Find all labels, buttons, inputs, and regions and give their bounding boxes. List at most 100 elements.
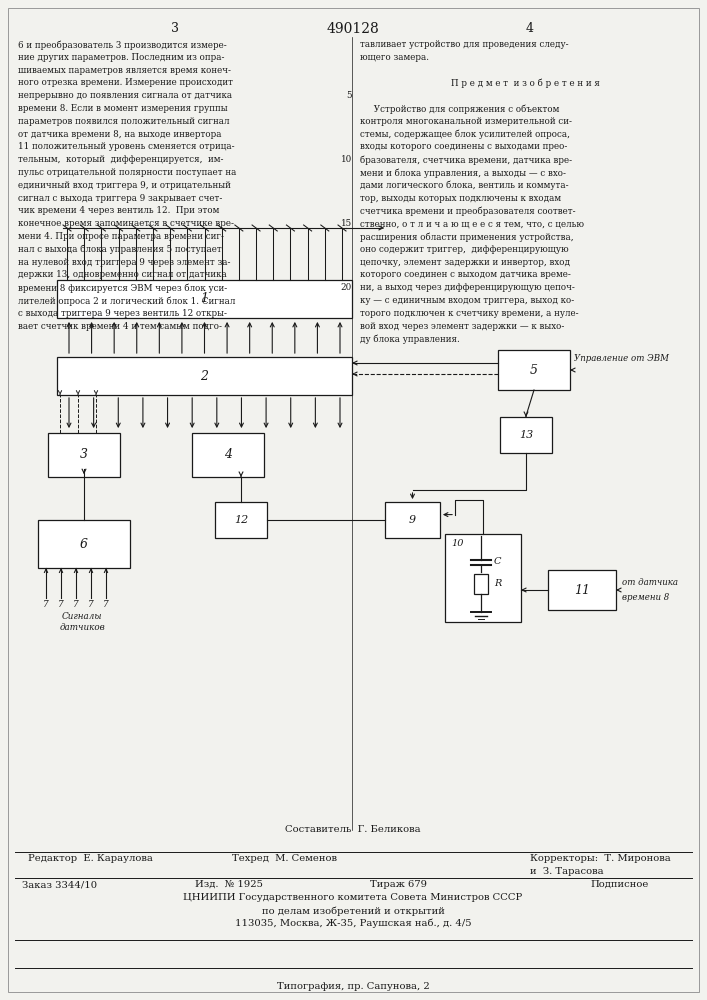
Text: пульс отрицательной полярности поступает на: пульс отрицательной полярности поступает… [18,168,236,177]
Text: 15: 15 [341,219,352,228]
Bar [498,350,570,390]
Text: 9: 9 [409,515,416,525]
Text: 5: 5 [346,91,352,100]
Text: 6 и преобразователь 3 производится измере-: 6 и преобразователь 3 производится измер… [18,40,227,49]
Text: которого соединен с выходом датчика време-: которого соединен с выходом датчика врем… [360,270,571,279]
Text: 11: 11 [574,584,590,596]
Text: 13: 13 [519,430,533,440]
Text: вой вход через элемент задержки — к выхо-: вой вход через элемент задержки — к выхо… [360,322,564,331]
Text: датчиков: датчиков [59,623,105,632]
Text: 10: 10 [341,155,352,164]
Text: П р е д м е т  и з о б р е т е н и я: П р е д м е т и з о б р е т е н и я [450,78,600,88]
Text: 3: 3 [171,22,179,35]
Text: с выхода триггера 9 через вентиль 12 откры-: с выхода триггера 9 через вентиль 12 отк… [18,309,227,318]
Text: и  З. Тарасова: и З. Тарасова [530,867,604,876]
Text: торого подключен к счетчику времени, а нуле-: торого подключен к счетчику времени, а н… [360,309,578,318]
Text: Подписное: Подписное [590,880,648,889]
Text: тельным,  который  дифференцируется,  им-: тельным, который дифференцируется, им- [18,155,223,164]
Bar [385,502,440,538]
Text: конечное время запоминается в счетчике вре-: конечное время запоминается в счетчике в… [18,219,234,228]
Text: счетчика времени и преобразователя соответ-: счетчика времени и преобразователя соотв… [360,206,575,216]
Text: Сигналы: Сигналы [62,612,103,621]
Text: 4: 4 [224,448,232,462]
Text: 10: 10 [451,539,464,548]
Text: 7: 7 [73,600,79,609]
Text: времени 8: времени 8 [622,593,670,602]
Text: на нулевой вход триггера 9 через элемент за-: на нулевой вход триггера 9 через элемент… [18,258,230,267]
Text: ду блока управления.: ду блока управления. [360,334,460,344]
Text: шиваемых параметров является время конеч-: шиваемых параметров является время конеч… [18,66,231,75]
Text: стемы, содержащее блок усилителей опроса,: стемы, содержащее блок усилителей опроса… [360,130,570,139]
Text: нал с выхода блока управления 5 поступает: нал с выхода блока управления 5 поступае… [18,245,222,254]
Text: ющего замера.: ющего замера. [360,53,429,62]
Text: Тираж 679: Тираж 679 [370,880,427,889]
Text: 1: 1 [201,292,209,306]
Bar [474,574,488,594]
Text: параметров появился положительный сигнал: параметров появился положительный сигнал [18,117,230,126]
Text: единичный вход триггера 9, и отрицательный: единичный вход триггера 9, и отрицательн… [18,181,231,190]
Text: бразователя, счетчика времени, датчика вре-: бразователя, счетчика времени, датчика в… [360,155,572,165]
Text: Заказ 3344/10: Заказ 3344/10 [22,880,97,889]
Text: ние других параметров. Последним из опра-: ние других параметров. Последним из опра… [18,53,225,62]
Bar [38,520,130,568]
Bar [548,570,616,610]
Bar [48,433,120,477]
Text: времени 8 фиксируется ЭВМ через блок уси-: времени 8 фиксируется ЭВМ через блок уси… [18,283,227,293]
Text: ни, а выход через дифференцирующую цепоч-: ни, а выход через дифференцирующую цепоч… [360,283,575,292]
Text: Устройство для сопряжения с объектом: Устройство для сопряжения с объектом [360,104,559,113]
Bar [215,502,267,538]
Text: 7: 7 [103,600,109,609]
Bar [500,417,552,453]
Text: сигнал с выхода триггера 9 закрывает счет-: сигнал с выхода триггера 9 закрывает сче… [18,194,223,203]
Text: Изд.  № 1925: Изд. № 1925 [195,880,263,889]
Text: входы которого соединены с выходами прео-: входы которого соединены с выходами прео… [360,142,568,151]
Text: 490128: 490128 [327,22,380,36]
Text: лителей опроса 2 и логический блок 1. Сигнал: лителей опроса 2 и логический блок 1. Си… [18,296,235,306]
Text: расширения области применения устройства,: расширения области применения устройства… [360,232,573,241]
Text: 7: 7 [43,600,49,609]
Text: от датчика: от датчика [622,578,678,587]
Text: 20: 20 [341,283,352,292]
Text: 11 положительный уровень сменяется отрица-: 11 положительный уровень сменяется отриц… [18,142,235,151]
Text: 4: 4 [526,22,534,35]
Text: Типография, пр. Сапунова, 2: Типография, пр. Сапунова, 2 [276,982,429,991]
Text: от датчика времени 8, на выходе инвертора: от датчика времени 8, на выходе инвертор… [18,130,221,139]
Text: по делам изобретений и открытий: по делам изобретений и открытий [262,906,445,916]
Text: 3: 3 [80,448,88,462]
Text: 7: 7 [58,600,64,609]
Text: 7: 7 [88,600,94,609]
Text: ственно, о т л и ч а ю щ е е с я тем, что, с целью: ственно, о т л и ч а ю щ е е с я тем, чт… [360,219,584,228]
Text: Корректоры:  Т. Миронова: Корректоры: Т. Миронова [530,854,671,863]
Text: 6: 6 [80,538,88,550]
Text: ку — с единичным входом триггера, выход ко-: ку — с единичным входом триггера, выход … [360,296,574,305]
Text: R: R [494,580,501,588]
Bar [445,534,521,622]
Text: непрерывно до появления сигнала от датчика: непрерывно до появления сигнала от датчи… [18,91,232,100]
Text: Управление от ЭВМ: Управление от ЭВМ [574,354,669,363]
Bar [57,280,352,318]
Text: оно содержит триггер,  дифференцирующую: оно содержит триггер, дифференцирующую [360,245,568,254]
Text: 12: 12 [234,515,248,525]
Text: C: C [494,558,501,566]
Text: мени и блока управления, а выходы — с вхо-: мени и блока управления, а выходы — с вх… [360,168,566,178]
Text: мени 4. При опросе параметра времени сиг-: мени 4. При опросе параметра времени сиг… [18,232,224,241]
Text: ного отрезка времени. Измерение происходит: ного отрезка времени. Измерение происход… [18,78,233,87]
Text: Редактор  Е. Караулова: Редактор Е. Караулова [28,854,153,863]
Text: тор, выходы которых подключены к входам: тор, выходы которых подключены к входам [360,194,561,203]
Text: времени 8. Если в момент измерения группы: времени 8. Если в момент измерения групп… [18,104,228,113]
Text: цепочку, элемент задержки и инвертор, вход: цепочку, элемент задержки и инвертор, вх… [360,258,570,267]
Bar [192,433,264,477]
Text: 113035, Москва, Ж-35, Раушская наб., д. 4/5: 113035, Москва, Ж-35, Раушская наб., д. … [235,919,472,928]
Text: держки 13, одновременно сигнал от датчика: держки 13, одновременно сигнал от датчик… [18,270,227,279]
Text: Техред  М. Семенов: Техред М. Семенов [233,854,337,863]
Text: 2: 2 [201,369,209,382]
Text: вает счетчик времени 4 и тем самым подго-: вает счетчик времени 4 и тем самым подго… [18,322,222,331]
Text: чик времени 4 через вентиль 12.  При этом: чик времени 4 через вентиль 12. При этом [18,206,219,215]
Text: контроля многоканальной измерительной си-: контроля многоканальной измерительной си… [360,117,572,126]
Text: тавливает устройство для проведения следу-: тавливает устройство для проведения след… [360,40,568,49]
Text: 5: 5 [530,363,538,376]
Text: ЦНИИПИ Государственного комитета Совета Министров СССР: ЦНИИПИ Государственного комитета Совета … [183,893,522,902]
Bar [57,357,352,395]
Text: дами логического блока, вентиль и коммута-: дами логического блока, вентиль и коммут… [360,181,568,190]
Text: Составитель  Г. Беликова: Составитель Г. Беликова [285,825,421,834]
